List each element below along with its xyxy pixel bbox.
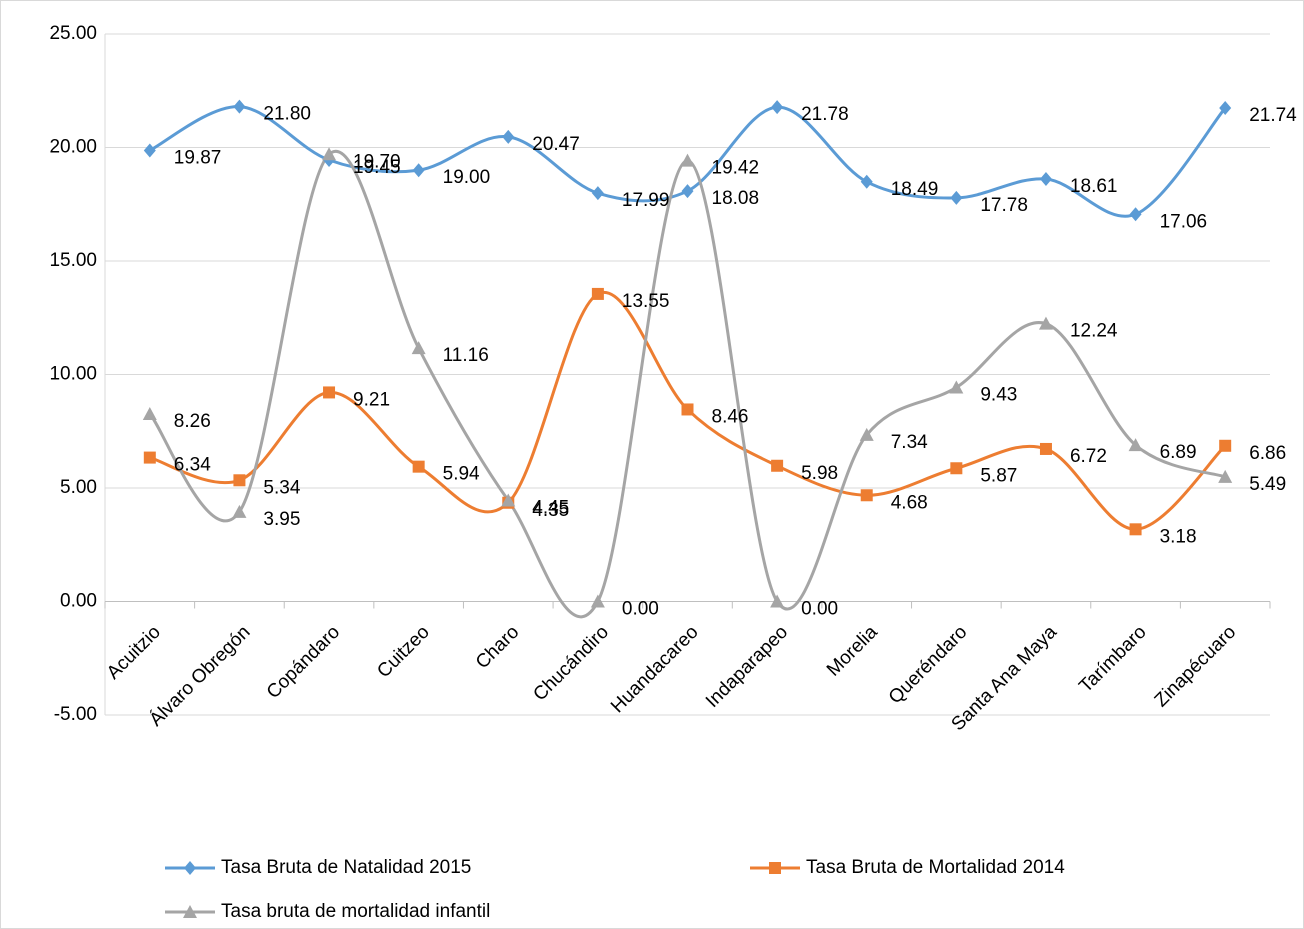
series-line bbox=[148, 149, 1226, 619]
data-label: 0.00 bbox=[801, 599, 838, 620]
data-label: 0.00 bbox=[622, 599, 659, 620]
marker bbox=[1129, 207, 1142, 222]
data-label: 17.99 bbox=[622, 190, 670, 211]
data-label: 5.98 bbox=[801, 463, 838, 484]
data-label: 17.06 bbox=[1160, 211, 1208, 232]
marker bbox=[1128, 438, 1143, 452]
data-label: 3.18 bbox=[1160, 526, 1197, 547]
marker bbox=[1219, 101, 1232, 116]
y-tick-label: 10.00 bbox=[49, 364, 97, 385]
marker bbox=[1218, 469, 1233, 483]
data-label: 9.21 bbox=[353, 389, 390, 410]
data-label: 5.49 bbox=[1249, 474, 1286, 495]
data-label: 8.26 bbox=[174, 411, 211, 432]
data-label: 6.86 bbox=[1249, 443, 1286, 464]
marker bbox=[949, 380, 964, 394]
marker bbox=[232, 504, 247, 518]
marker bbox=[1129, 523, 1142, 536]
legend-label: Tasa bruta de mortalidad infantil bbox=[221, 901, 490, 922]
marker bbox=[681, 403, 694, 416]
marker bbox=[769, 862, 781, 874]
marker bbox=[412, 163, 425, 178]
marker bbox=[860, 489, 873, 502]
marker bbox=[233, 474, 246, 487]
marker bbox=[680, 153, 695, 167]
data-label: 5.94 bbox=[443, 464, 480, 485]
marker bbox=[233, 99, 246, 114]
marker bbox=[591, 287, 604, 300]
data-label: 17.78 bbox=[980, 195, 1028, 216]
marker bbox=[1039, 442, 1052, 455]
data-label: 18.61 bbox=[1070, 176, 1118, 197]
marker bbox=[322, 147, 337, 161]
data-label: 19.87 bbox=[174, 147, 222, 168]
data-label: 20.47 bbox=[532, 134, 580, 155]
data-label: 4.35 bbox=[532, 500, 569, 521]
marker bbox=[501, 493, 516, 507]
marker bbox=[771, 459, 784, 472]
data-label: 7.34 bbox=[891, 432, 928, 453]
marker bbox=[184, 861, 196, 875]
marker bbox=[323, 386, 336, 399]
data-label: 4.68 bbox=[891, 492, 928, 513]
data-label: 5.34 bbox=[263, 477, 300, 498]
y-tick-label: 25.00 bbox=[49, 23, 97, 44]
data-label: 21.78 bbox=[801, 104, 849, 125]
data-label: 3.95 bbox=[263, 509, 300, 530]
marker bbox=[591, 186, 604, 201]
data-label: 6.34 bbox=[174, 455, 211, 476]
y-tick-label: 15.00 bbox=[49, 250, 97, 271]
marker bbox=[770, 594, 785, 608]
data-label: 19.70 bbox=[353, 151, 401, 172]
marker bbox=[412, 460, 425, 473]
data-label: 6.72 bbox=[1070, 446, 1107, 467]
data-label: 12.24 bbox=[1070, 321, 1118, 342]
marker bbox=[1039, 172, 1052, 187]
y-tick-label: -5.00 bbox=[54, 704, 97, 725]
data-label: 11.16 bbox=[443, 345, 489, 366]
marker bbox=[590, 594, 605, 608]
data-label: 18.08 bbox=[712, 188, 760, 209]
y-tick-label: 0.00 bbox=[60, 591, 97, 612]
marker bbox=[950, 462, 963, 475]
data-label: 6.89 bbox=[1160, 442, 1197, 463]
y-tick-label: 5.00 bbox=[60, 477, 97, 498]
marker bbox=[411, 341, 426, 355]
marker bbox=[143, 451, 156, 464]
data-label: 5.87 bbox=[980, 465, 1017, 486]
legend-label: Tasa Bruta de Mortalidad 2014 bbox=[806, 857, 1065, 878]
legend-label: Tasa Bruta de Natalidad 2015 bbox=[221, 857, 471, 878]
data-label: 9.43 bbox=[980, 384, 1017, 405]
data-label: 21.74 bbox=[1249, 105, 1297, 126]
data-label: 4.45 bbox=[532, 498, 569, 519]
data-label: 21.80 bbox=[263, 104, 311, 125]
data-label: 19.45 bbox=[353, 157, 401, 178]
marker bbox=[142, 406, 157, 420]
data-label: 8.46 bbox=[712, 406, 749, 427]
marker bbox=[771, 100, 784, 115]
marker bbox=[183, 905, 197, 918]
marker bbox=[859, 427, 874, 441]
marker bbox=[502, 129, 515, 144]
data-label: 19.00 bbox=[443, 167, 491, 188]
data-label: 18.49 bbox=[891, 179, 939, 200]
data-label: 19.42 bbox=[712, 158, 760, 179]
marker bbox=[1219, 439, 1232, 452]
marker bbox=[681, 184, 694, 199]
marker bbox=[1038, 316, 1053, 330]
marker bbox=[950, 190, 963, 205]
data-label: 13.55 bbox=[622, 291, 670, 312]
y-tick-label: 20.00 bbox=[49, 137, 97, 158]
marker bbox=[143, 143, 156, 158]
marker bbox=[860, 174, 873, 189]
